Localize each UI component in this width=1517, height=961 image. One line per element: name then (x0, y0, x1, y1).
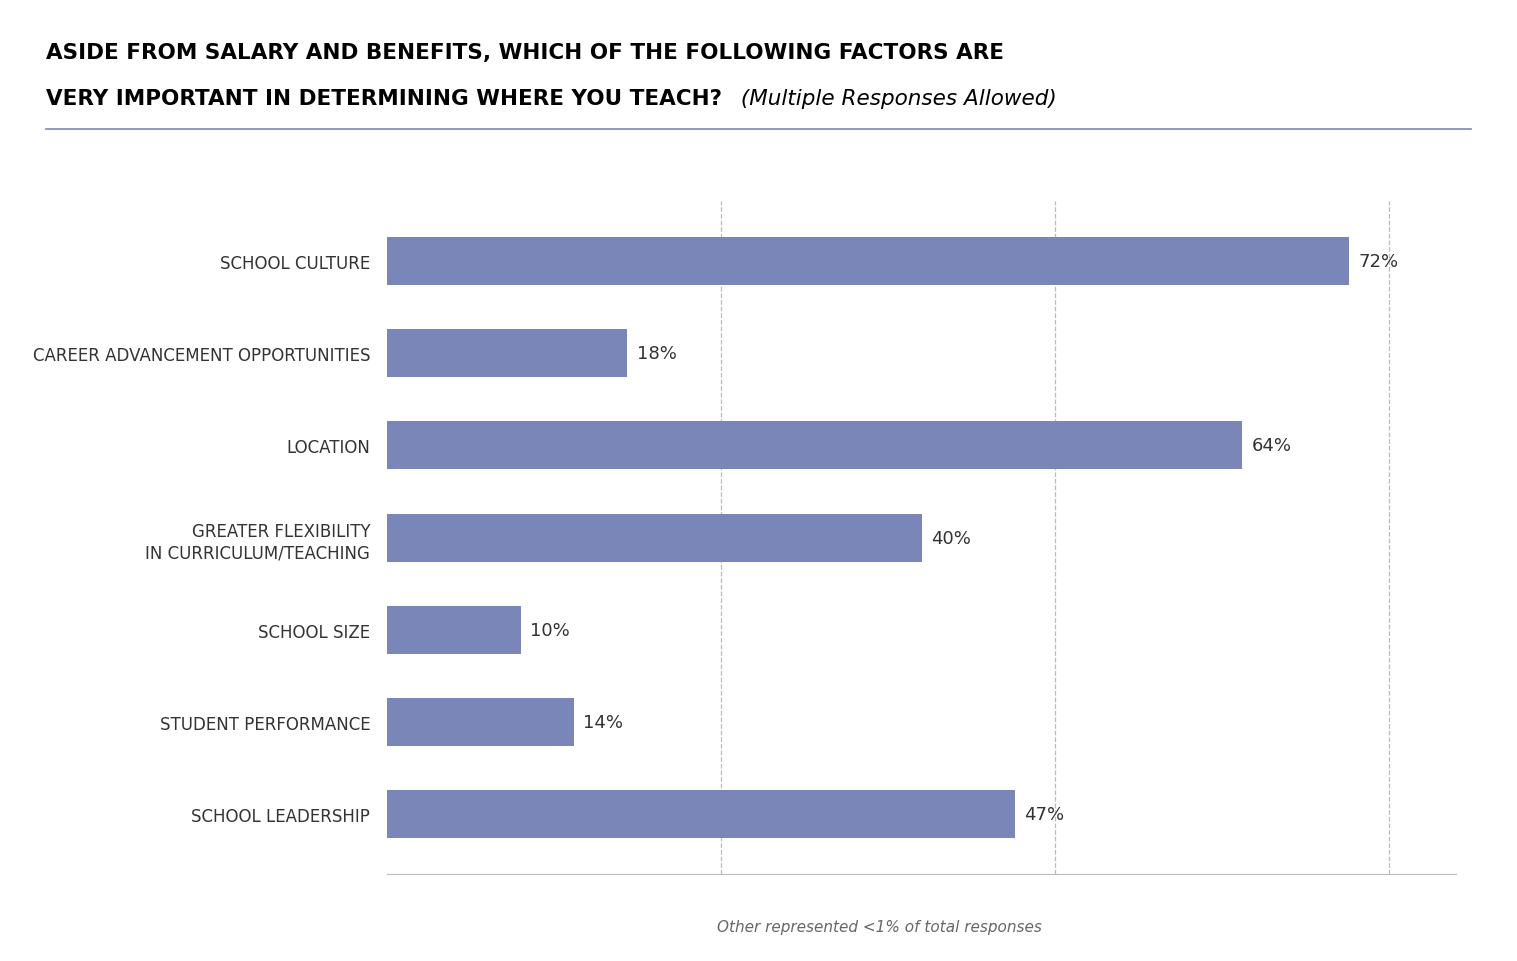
Bar (387, 699, 573, 747)
Text: VERY IMPORTANT IN DETERMINING WHERE YOU TEACH?: VERY IMPORTANT IN DETERMINING WHERE YOU … (46, 88, 722, 109)
Text: (Multiple Responses Allowed): (Multiple Responses Allowed) (734, 88, 1057, 109)
Bar (387, 791, 1015, 839)
Text: 40%: 40% (931, 530, 971, 547)
Text: 47%: 47% (1024, 805, 1065, 824)
Text: 72%: 72% (1359, 253, 1399, 271)
Bar (387, 606, 520, 654)
Bar (387, 330, 628, 378)
Text: 18%: 18% (637, 345, 677, 363)
Bar (387, 514, 921, 562)
Bar (387, 237, 1350, 285)
Bar (387, 422, 1242, 470)
Text: ASIDE FROM SALARY AND BENEFITS, WHICH OF THE FOLLOWING FACTORS ARE: ASIDE FROM SALARY AND BENEFITS, WHICH OF… (46, 43, 1004, 63)
Text: 14%: 14% (584, 713, 623, 731)
Text: 10%: 10% (529, 622, 569, 639)
Text: 64%: 64% (1252, 437, 1292, 455)
Text: Other represented <1% of total responses: Other represented <1% of total responses (718, 919, 1042, 934)
